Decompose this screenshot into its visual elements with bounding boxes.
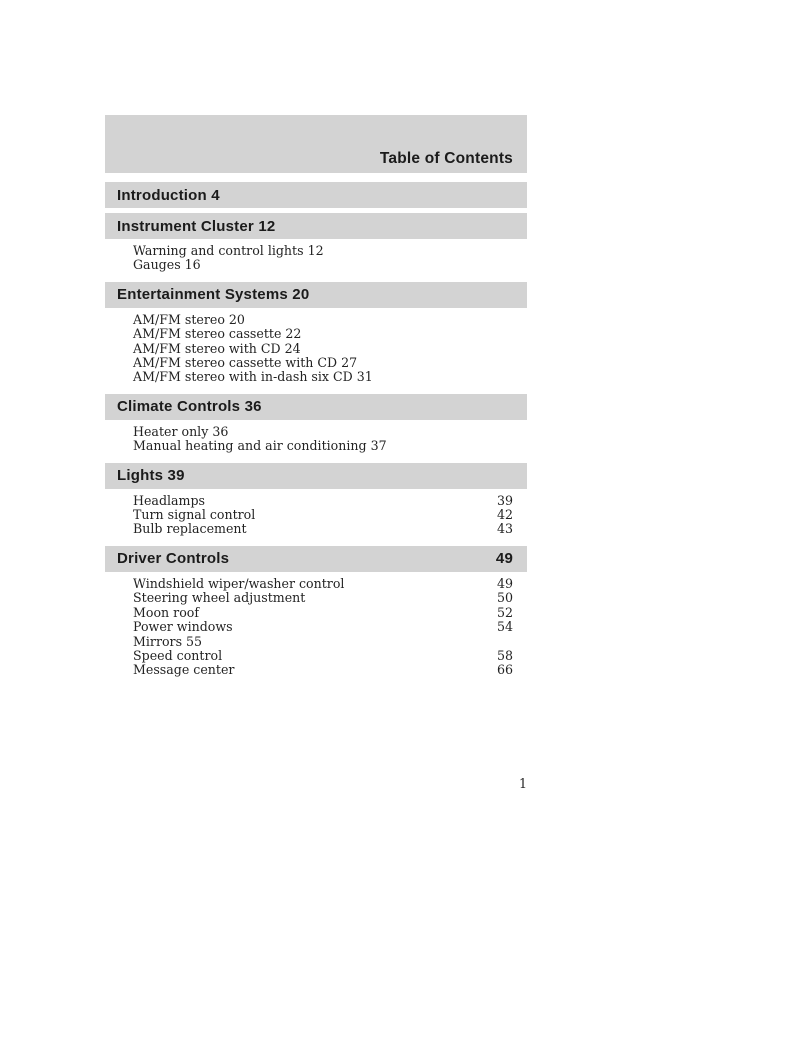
- toc-entry: Heater only 36: [133, 423, 513, 439]
- toc-entry: AM/FM stereo with CD 24: [133, 340, 513, 356]
- toc-sections: Introduction 4 Instrument Cluster 12 Warni…: [105, 182, 527, 682]
- toc-entry-text: Manual heating and air conditioning 37: [133, 438, 387, 454]
- table-of-contents: Table of Contents Introduction 4 Instrume…: [105, 115, 527, 682]
- toc-entry: Headlamps 39: [133, 492, 513, 508]
- toc-entry-text: Headlamps: [133, 492, 206, 508]
- section-header-climate-controls: Climate Controls 36: [105, 393, 527, 420]
- section-label: Lights 39: [117, 467, 185, 485]
- toc-entry-text: Warning and control lights 12: [133, 243, 324, 258]
- toc-entry: AM/FM stereo cassette 22: [133, 326, 513, 342]
- toc-entry-text: AM/FM stereo with CD 24: [133, 340, 301, 356]
- toc-entry-text: Windshield wiper/washer control: [133, 575, 345, 591]
- toc-entry: Speed control 58: [133, 647, 513, 663]
- toc-entry-text: Bulb replacement: [133, 521, 247, 537]
- toc-entry-text: Gauges 16: [133, 257, 201, 273]
- section-label: Climate Controls 36: [117, 398, 262, 416]
- toc-entry-text: AM/FM stereo 20: [133, 311, 245, 327]
- toc-entry-page-number: 54: [496, 619, 513, 635]
- section-header-instrument-cluster: Instrument Cluster 12: [105, 213, 527, 239]
- section-header-lights: Lights 39: [105, 462, 527, 489]
- toc-entry: Windshield wiper/washer control 49: [133, 575, 513, 591]
- section-label: Driver Controls: [117, 550, 230, 568]
- toc-entry-page-number: 42: [496, 507, 513, 523]
- toc-entry-page-number: 50: [496, 590, 513, 606]
- toc-entry-page-number: 58: [496, 647, 513, 663]
- toc-entry: Manual heating and air conditioning 37: [133, 438, 513, 454]
- section-label: Introduction 4: [117, 186, 220, 204]
- page-title: Table of Contents: [379, 150, 513, 167]
- toc-entry: Message center 66: [133, 662, 513, 678]
- toc-entry-page-number: 39: [496, 492, 513, 508]
- toc-entry: Power windows 54: [133, 619, 513, 635]
- toc-entry-page-number: 52: [496, 604, 513, 620]
- section-items-climate-controls: Heater only 36 Manual heating and air con…: [105, 420, 527, 458]
- toc-entry: AM/FM stereo 20: [133, 311, 513, 327]
- toc-entry: Steering wheel adjustment 50: [133, 590, 513, 606]
- section-items-lights: Headlamps 39 Turn signal control 42 Bulb rep…: [105, 489, 527, 541]
- toc-entry: Turn signal control 42: [133, 507, 513, 523]
- toc-entry: Mirrors 55: [133, 633, 513, 649]
- toc-entry-text: Steering wheel adjustment: [133, 590, 306, 606]
- title-block: Table of Contents: [105, 115, 527, 173]
- toc-entry-text: Turn signal control: [133, 507, 256, 523]
- section-items-driver-controls: Windshield wiper/washer control 49 Steerin…: [105, 572, 527, 682]
- section-header-driver-controls: Driver Controls 49: [105, 545, 527, 572]
- toc-entry: Moon roof 52: [133, 604, 513, 620]
- toc-entry-page-number: 43: [496, 521, 513, 537]
- toc-entry-text: Speed control: [133, 647, 223, 663]
- toc-entry-text: Moon roof: [133, 604, 200, 620]
- section-page-number: 49: [495, 550, 513, 568]
- toc-entry-text: Heater only 36: [133, 423, 229, 439]
- toc-entry: AM/FM stereo with in-dash six CD 31: [133, 369, 513, 385]
- toc-entry: Gauges 16: [133, 257, 513, 273]
- toc-entry-text: Mirrors 55: [133, 633, 203, 649]
- toc-entry-text: Message center: [133, 662, 235, 678]
- section-items-instrument-cluster: Warning and control lights 12 Gauges 16: [105, 239, 527, 277]
- toc-entry: AM/FM stereo cassette with CD 27: [133, 355, 513, 371]
- section-items-entertainment-systems: AM/FM stereo 20 AM/FM stereo cassette 22 A…: [105, 308, 527, 389]
- toc-entry-text: AM/FM stereo cassette with CD 27: [133, 355, 358, 371]
- section-label: Instrument Cluster 12: [117, 217, 276, 235]
- page-number: 1: [518, 776, 527, 791]
- toc-entry-text: AM/FM stereo cassette 22: [133, 326, 302, 342]
- toc-entry-text: Power windows: [133, 619, 233, 635]
- section-header-entertainment-systems: Entertainment Systems 20: [105, 281, 527, 308]
- section-label: Entertainment Systems 20: [117, 286, 310, 304]
- toc-entry-page-number: 49: [496, 575, 513, 591]
- toc-entry-text: AM/FM stereo with in-dash six CD 31: [133, 369, 373, 385]
- toc-entry: Warning and control lights 12: [133, 243, 513, 258]
- section-header-introduction: Introduction 4: [105, 182, 527, 208]
- toc-entry-page-number: 66: [496, 662, 513, 678]
- toc-entry: Bulb replacement 43: [133, 521, 513, 537]
